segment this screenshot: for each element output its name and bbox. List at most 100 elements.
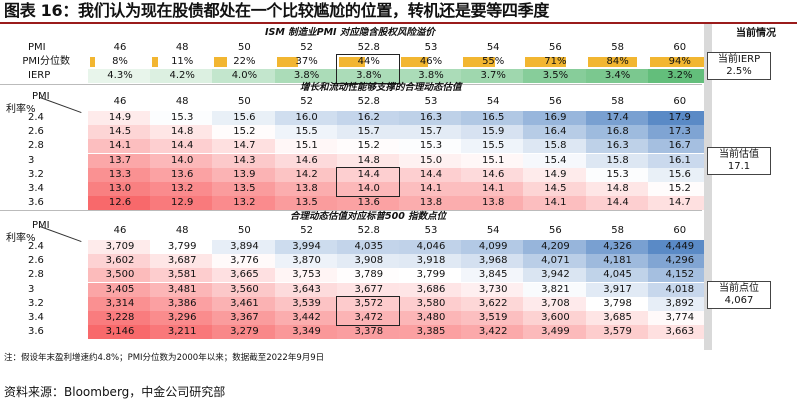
section3-cell: 3,665	[212, 268, 277, 283]
pmi-percentile-bar	[401, 57, 428, 67]
section2-cell: 14.0	[336, 182, 401, 196]
section2-cell: 16.2	[336, 111, 401, 125]
ierp-cell: 3.7%	[461, 69, 526, 83]
section2-cell: 15.9	[461, 125, 526, 140]
pmi-cell: 53	[424, 42, 438, 53]
section2-cell: 14.4	[336, 167, 401, 182]
section2-cell: 14.8	[336, 153, 401, 168]
pmi-percentile-cell: 71%	[523, 55, 587, 69]
pmi-cell: 50	[238, 42, 251, 53]
section2-row: 2.6 14.5 14.8 15.2 15.5 15.7 15.7 15.9 16.4 16.8 1…	[0, 125, 712, 140]
section2-cell: 12.9	[150, 196, 215, 211]
pmi-percentile-value: 8%	[112, 56, 128, 67]
section2-cell: 17.4	[585, 111, 650, 125]
section3-cell: 3,580	[399, 296, 463, 311]
section2-cell: 15.4	[523, 153, 588, 168]
section3-cell: 3,385	[399, 325, 463, 340]
pmi-percentile-value: 55%	[482, 56, 505, 67]
section3-cell: 3,481	[150, 282, 215, 297]
pmi-percentile-cell: 44%	[337, 55, 401, 69]
section2-cell: 14.4	[150, 139, 215, 154]
section3-cell: 3,228	[88, 311, 152, 325]
section2-cell: 14.1	[88, 139, 152, 154]
section3-cell: 3,461	[212, 296, 277, 311]
pmi-percentile-bar	[152, 57, 159, 67]
section3-cell: 4,045	[585, 268, 650, 283]
section2-rate-label: 2.8	[28, 140, 44, 152]
section2-cell: 13.6	[150, 167, 215, 182]
section3-row: 3.4 3,228 3,296 3,367 3,442 3,472 3,480 3,519 3,…	[0, 311, 712, 325]
section2-cell: 14.6	[274, 153, 339, 168]
section3-row: 3 3,405 3,481 3,560 3,643 3,677 3,686 3,730 3,82…	[0, 282, 712, 297]
section3-cell: 3,994	[274, 240, 339, 254]
section2-row: 3.6 12.6 12.9 13.2 13.5 13.6 13.8 13.8 14.1 14.4 1…	[0, 196, 712, 211]
ierp-cell: 3.8%	[399, 69, 463, 83]
table-rule	[0, 84, 702, 85]
current-ierp-box: 当前IERP 2.5%	[707, 52, 771, 80]
pmi-cell: 52	[300, 42, 313, 53]
section3-rate-label: 3.4	[28, 312, 44, 323]
pmi-percentile-cell: 8%	[88, 55, 152, 69]
pmi-percentile-bar	[276, 57, 298, 67]
pmi-percentile-value: 46%	[419, 56, 443, 67]
section2-header-row: 46 48 50 52 52.8 53 54 56 58 60	[0, 95, 702, 109]
section3-rate-label: 3.2	[28, 297, 44, 309]
section3-cell: 3,643	[274, 282, 339, 297]
section3-cell: 4,449	[647, 240, 712, 254]
pmi-cell: 52.8	[357, 42, 380, 53]
section3-rate-label: 2.4	[28, 241, 44, 252]
section2-row: 3.2 13.3 13.6 13.9 14.2 14.4 14.4 14.6 14.9 15.3 1…	[0, 167, 712, 182]
section3-cell: 3,968	[461, 254, 526, 269]
section3-rate-label: 3	[28, 283, 35, 295]
sensitivity-tables: ISM 制造业PMI 对应隐含股权风险溢价 PMI 46 48 50 52 52.8 53 54…	[0, 27, 712, 350]
section3-cell: 3,560	[212, 282, 277, 297]
section2-cell: 13.3	[88, 167, 152, 182]
section3-cell: 3,908	[336, 254, 401, 269]
title-divider	[0, 22, 797, 24]
pmi-cell: 60	[673, 42, 687, 53]
section2-cell: 16.5	[461, 111, 526, 125]
section2-cell: 13.8	[399, 196, 463, 211]
section3-cell: 3,211	[150, 325, 215, 340]
section3-col-header: 52.8	[357, 225, 380, 236]
section3-cell: 3,685	[585, 311, 650, 325]
section3-cell: 3,730	[461, 282, 526, 297]
section3-cell: 3,892	[647, 296, 712, 311]
section2-col-header: 52	[300, 96, 313, 107]
ierp-cell: 4.0%	[212, 69, 277, 83]
section3-cell: 3,708	[523, 296, 588, 311]
pmi-percentile-bar	[90, 57, 95, 67]
section2-cell: 13.2	[212, 196, 277, 211]
pmi-row-label: PMI	[28, 42, 46, 53]
section2-cell: 15.3	[150, 111, 215, 125]
section2-col-header: 46	[113, 96, 127, 107]
section2-cell: 15.1	[461, 153, 526, 168]
pmi-cell: 48	[175, 42, 189, 53]
current-valuation-box: 当前估值 17.1	[707, 147, 771, 175]
section2-cell: 15.8	[585, 153, 650, 168]
section2-cell: 13.8	[274, 182, 339, 196]
section3-cell: 3,602	[88, 254, 152, 269]
section2-cell: 14.1	[399, 182, 463, 196]
section3-cell: 4,296	[647, 254, 712, 269]
section2-cell: 15.1	[274, 139, 339, 154]
section3-cell: 3,870	[274, 254, 339, 269]
section2-cell: 15.6	[647, 167, 712, 182]
section2-cell: 15.2	[647, 182, 712, 196]
section3-cell: 3,709	[88, 240, 152, 254]
section2-cell: 14.8	[585, 182, 650, 196]
pmi-percentile-label: PMI分位数	[22, 56, 70, 67]
section3-cell: 3,500	[88, 268, 152, 283]
section3-cell: 3,799	[399, 268, 463, 283]
section2-rate-label: 2.6	[28, 126, 44, 138]
section3-cell: 3,279	[212, 325, 277, 340]
section3-cell: 3,579	[585, 325, 650, 340]
section3-cell: 4,071	[523, 254, 588, 269]
section2-cell: 13.0	[88, 182, 152, 196]
section2-col-header: 56	[549, 96, 562, 107]
section3-col-header: 58	[611, 225, 624, 236]
section3-col-header: 54	[486, 225, 500, 236]
section3-cell: 3,480	[399, 311, 463, 325]
section3-cell: 3,422	[461, 325, 526, 340]
pmi-percentile-cell: 11%	[150, 55, 214, 69]
